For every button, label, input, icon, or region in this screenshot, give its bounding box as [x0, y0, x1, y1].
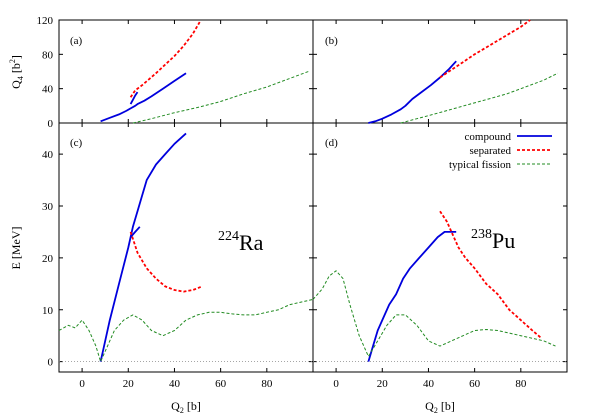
- legend-label-typical-fission: typical fission: [449, 159, 512, 171]
- nucleus-label-pu: 238Pu: [471, 227, 515, 253]
- legend: compound separated typical fission: [449, 131, 552, 171]
- series-a-separated-2: [129, 21, 201, 98]
- q2-tick-label-left: 60: [215, 378, 227, 390]
- series-d-compound-0: [367, 230, 457, 362]
- panel-label-b: (b): [325, 35, 338, 47]
- series-c-compound-1: [129, 226, 141, 238]
- q2-tick-label-left: 40: [169, 378, 181, 390]
- q2-tick-label-right: 80: [515, 378, 527, 390]
- energy-tick-label: 40: [42, 149, 54, 161]
- q2-tick-label-right: 40: [423, 378, 435, 390]
- q2-tick-label-right: 60: [469, 378, 481, 390]
- legend-label-compound: compound: [465, 131, 512, 143]
- q4-tick-label: 120: [37, 15, 54, 27]
- energy-tick-label: 10: [42, 305, 54, 317]
- axis-ticks: [59, 19, 567, 372]
- series-c-typical-fission-3: [58, 298, 314, 363]
- energy-axis-title: E [MeV]: [9, 227, 23, 270]
- q2-axis-title-left: Q2 [b]: [171, 399, 201, 415]
- q2-tick-label-left: 0: [79, 378, 85, 390]
- q4-tick-label: 40: [42, 84, 54, 96]
- q4-tick-label: 80: [42, 49, 54, 61]
- q2-tick-label-left: 20: [123, 378, 135, 390]
- series-a-typical-fission-3: [132, 71, 309, 124]
- tick-labels: 0 40 80 120 0 10 20 30 40 0 20 40 60 80 0 20 40 60 80: [37, 15, 527, 390]
- series-d-separated-1: [439, 210, 543, 339]
- series-d-typical-fission-2: [312, 270, 556, 357]
- panel-label-d: (d): [325, 137, 338, 149]
- q4-axis-title: Q4 [b2]: [8, 55, 25, 89]
- legend-label-separated: separated: [469, 145, 511, 157]
- series-c-compound-0: [99, 132, 187, 362]
- series-b-compound-0: [368, 60, 457, 124]
- series-b-separated-1: [439, 19, 531, 79]
- series-a-compound-0: [100, 72, 187, 123]
- q2-tick-label-right: 0: [333, 378, 339, 390]
- series-b-typical-fission-2: [400, 72, 559, 124]
- panel-c-frame: [58, 122, 314, 373]
- q2-tick-label-right: 20: [377, 378, 389, 390]
- panel-b-frame: [312, 19, 568, 124]
- energy-tick-label: 30: [42, 201, 54, 213]
- q4-tick-label: 0: [48, 118, 54, 130]
- q2-axis-title-right: Q2 [b]: [425, 399, 455, 415]
- q2-tick-label-left: 80: [261, 378, 273, 390]
- series-a-compound-1: [129, 91, 139, 105]
- panel-label-c: (c): [70, 137, 83, 149]
- energy-tick-label: 20: [42, 253, 54, 265]
- series-c-separated-2: [129, 231, 203, 293]
- panel-a-frame: [58, 19, 314, 124]
- series-layer: [58, 19, 559, 363]
- energy-tick-label: 0: [48, 357, 54, 369]
- nucleus-label-ra: 224Ra: [218, 229, 264, 255]
- panel-label-a: (a): [70, 35, 83, 47]
- panel-d-frame: [312, 122, 568, 373]
